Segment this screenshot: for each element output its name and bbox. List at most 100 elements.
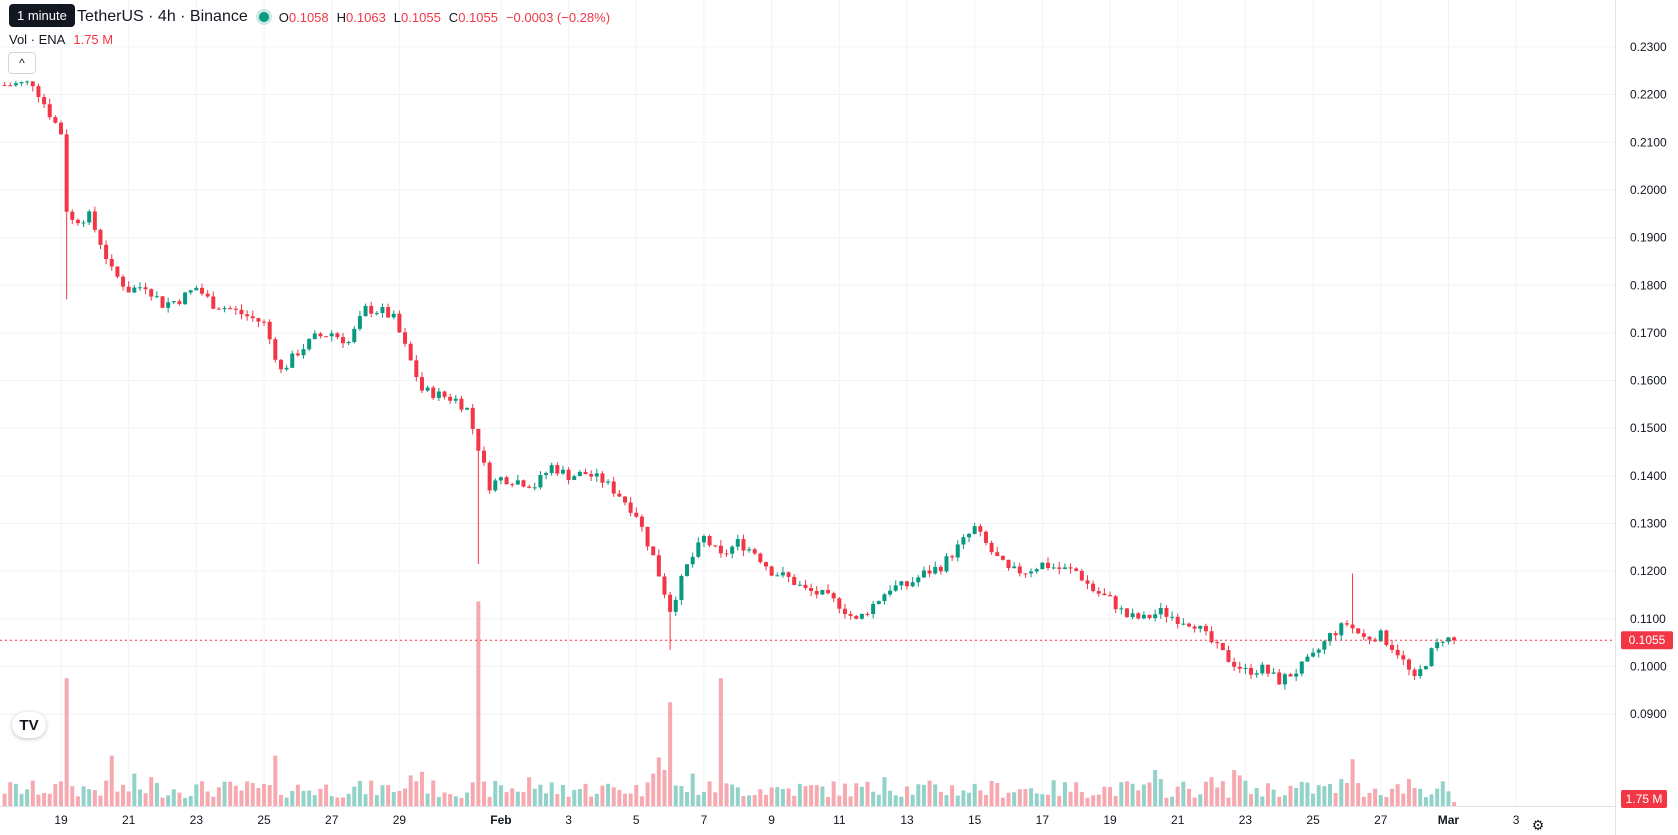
- candle-body: [707, 535, 712, 546]
- volume-bar: [628, 793, 633, 806]
- candle-body: [160, 296, 165, 308]
- volume-bar: [53, 784, 58, 806]
- candle-body: [1322, 641, 1327, 650]
- candle-body: [910, 582, 915, 587]
- volume-bar: [59, 781, 63, 806]
- volume-bar: [893, 795, 898, 806]
- volume-bar: [826, 796, 831, 806]
- candle-body: [859, 613, 864, 619]
- candle-body: [1062, 567, 1067, 569]
- volume-bar: [183, 797, 188, 806]
- price-change: −0.0003 (−0.28%): [505, 9, 611, 25]
- volume-bar: [70, 786, 75, 806]
- candle-body: [386, 307, 391, 318]
- candle-body: [1328, 633, 1332, 642]
- volume-bar: [1074, 782, 1079, 806]
- tradingview-logo-icon[interactable]: TV: [12, 712, 46, 738]
- volume-bar: [324, 784, 329, 806]
- candle-body: [290, 353, 295, 368]
- candle-body: [741, 539, 746, 551]
- volume-bar: [2, 793, 7, 806]
- candle-body: [1192, 626, 1197, 629]
- svg-text:1.75 M: 1.75 M: [1626, 792, 1663, 806]
- volume-bar: [1091, 795, 1096, 806]
- candle-body: [335, 333, 340, 338]
- volume-bar: [1243, 780, 1248, 806]
- volume-bar: [295, 784, 300, 806]
- volume-bar: [814, 785, 819, 806]
- candle-body: [42, 97, 47, 105]
- volume-bar: [284, 797, 289, 806]
- volume-bar: [1339, 779, 1344, 806]
- candle-body: [775, 575, 780, 577]
- candle-body: [1029, 571, 1034, 574]
- volume-bar: [701, 791, 706, 806]
- candle-body: [1034, 569, 1039, 572]
- volume-bar: [273, 755, 278, 806]
- volume-bar: [346, 793, 351, 806]
- price-axis[interactable]: 0.2300 0.2200 0.2100 0.2000 0.1900 0.1800 0.17…: [1630, 40, 1667, 721]
- volume-bar: [764, 794, 768, 806]
- volume-bar: [1113, 795, 1118, 806]
- volume-bar: [995, 783, 1000, 806]
- candle-body: [295, 353, 300, 356]
- volume-bar: [809, 785, 814, 806]
- symbol-title[interactable]: TetherUS · 4h · Binance: [77, 8, 248, 25]
- volume-bar: [1158, 779, 1163, 806]
- candle-body: [724, 553, 729, 555]
- candle-body: [983, 531, 988, 543]
- volume-bar: [1311, 793, 1316, 806]
- candle-body: [560, 469, 565, 474]
- volume-bar: [876, 794, 881, 806]
- time-tick-label: 3: [1513, 813, 1520, 827]
- candle-body: [978, 526, 983, 532]
- volume-bar: [910, 794, 915, 806]
- volume-bar: [13, 783, 18, 806]
- volume-bar: [1057, 795, 1062, 806]
- time-axis[interactable]: 19 21 23 25 27 29 Feb 3 5 7 9 11 13 15 17 19 21 23 25 27 Mar…: [54, 813, 1519, 827]
- candle-body: [1452, 637, 1457, 641]
- candle-body: [115, 266, 120, 277]
- candle-body: [1198, 625, 1203, 629]
- candle-body: [397, 313, 402, 333]
- volume-bar: [950, 785, 955, 806]
- market-status-icon: [258, 12, 269, 22]
- volume-bar: [792, 795, 797, 806]
- volume-bar: [504, 792, 509, 806]
- svg-text:0.1055: 0.1055: [1629, 633, 1666, 647]
- candle-body: [442, 391, 447, 397]
- candle-body: [329, 333, 334, 337]
- volume-bar: [865, 781, 870, 806]
- candle-body: [747, 549, 752, 551]
- candle-body: [1220, 643, 1225, 651]
- volume-bar: [1232, 770, 1237, 806]
- volume-bar: [200, 781, 204, 806]
- price-tick-label: 0.2000: [1630, 183, 1667, 197]
- volume-bar: [171, 789, 176, 806]
- price-tick-label: 0.1900: [1630, 231, 1667, 245]
- volume-bar: [177, 792, 182, 806]
- candle-body: [1429, 648, 1434, 667]
- volume-bar: [1299, 781, 1304, 806]
- candle-body: [1124, 608, 1129, 618]
- volume-bar: [549, 782, 554, 806]
- volume-bar: [510, 788, 515, 806]
- time-tick-label: Feb: [490, 813, 511, 827]
- symbol-legend[interactable]: TetherUS · 4h · Binance O0.1058 H0.1063 …: [8, 6, 610, 28]
- candle-body: [431, 387, 436, 398]
- candle-body: [1057, 567, 1062, 569]
- candle-body: [876, 601, 881, 604]
- candle-body: [284, 367, 289, 370]
- volume-bar: [1401, 793, 1406, 806]
- candle-body: [967, 533, 972, 538]
- candle-body: [363, 305, 368, 317]
- volume-bar: [730, 784, 735, 806]
- volume-legend[interactable]: Vol · ENA 1.75 M: [9, 32, 113, 47]
- volume-bar: [560, 784, 565, 806]
- candle-body: [752, 549, 757, 554]
- candle-body: [1311, 652, 1316, 657]
- volume-bar: [1062, 782, 1067, 806]
- collapse-legend-button[interactable]: ^: [8, 52, 36, 74]
- gear-icon[interactable]: ⚙: [1531, 817, 1545, 833]
